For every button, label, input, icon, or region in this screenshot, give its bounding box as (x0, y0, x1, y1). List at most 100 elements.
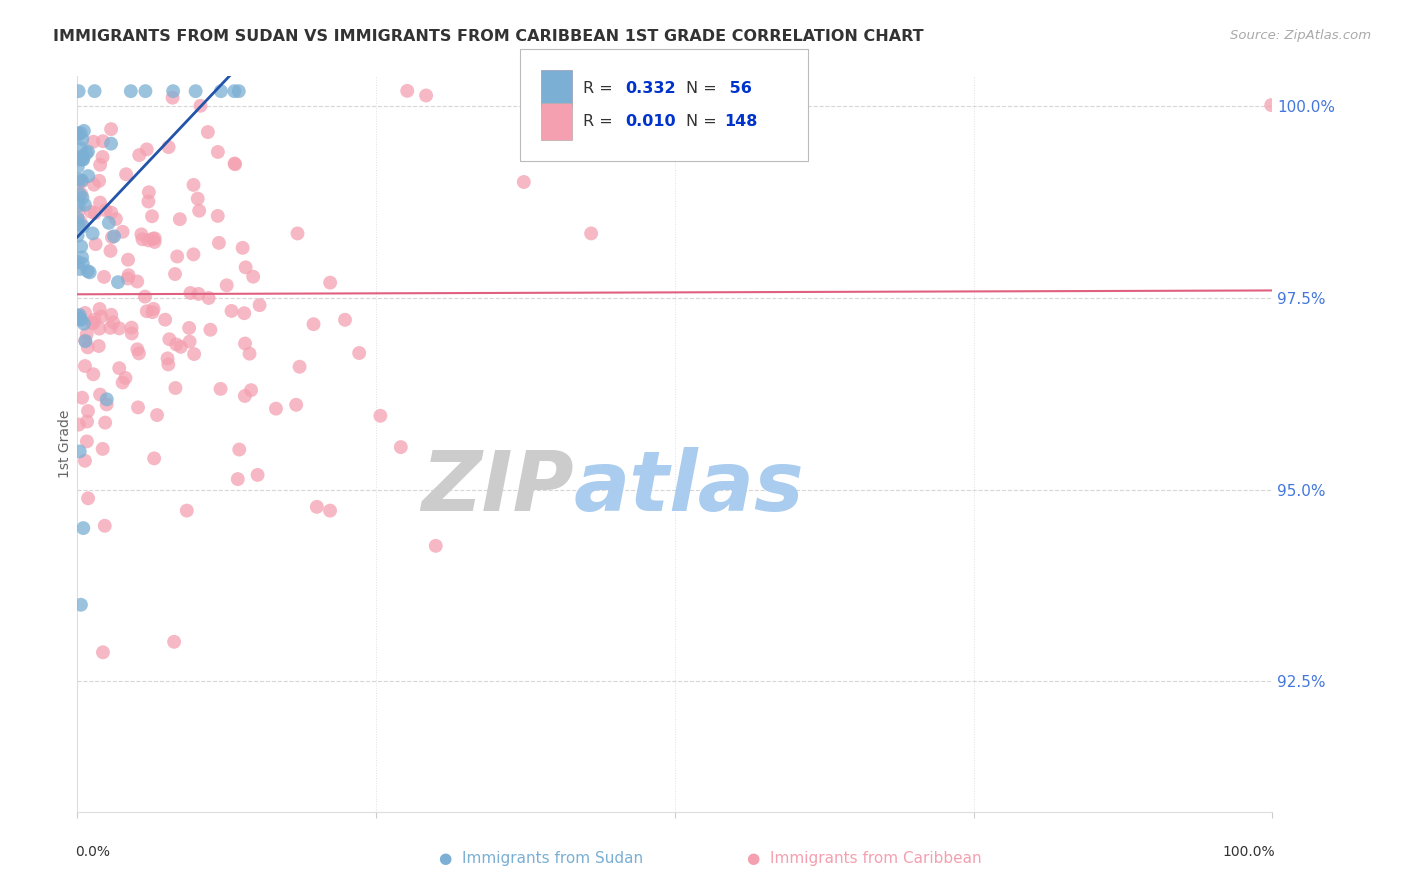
Point (143, 451, 166, 466)
Point (67, 204, 90, 219)
Point (415, 88, 437, 103)
Text: 148: 148 (724, 114, 758, 128)
Point (73, 454, 96, 468)
Point (141, 209, 163, 223)
Point (1260, 98, 1282, 112)
Point (67, 84, 90, 98)
Text: ●  Immigrants from Caribbean: ● Immigrants from Caribbean (748, 851, 981, 865)
Point (67, 417, 90, 432)
Point (66, 160, 89, 174)
Point (425, 539, 447, 553)
Point (347, 346, 370, 360)
Point (73, 317, 96, 331)
Point (80, 204, 103, 219)
Point (157, 332, 180, 346)
Text: 56: 56 (724, 81, 752, 95)
Point (302, 317, 325, 331)
Point (72, 521, 94, 535)
Point (305, 500, 328, 514)
Point (69, 214, 91, 228)
Point (75, 146, 97, 161)
Text: N =: N = (686, 81, 723, 95)
Point (156, 351, 179, 366)
Point (246, 467, 269, 482)
Point (72, 150, 94, 164)
Point (128, 148, 150, 162)
Text: ●  Immigrants from Sudan: ● Immigrants from Sudan (439, 851, 644, 865)
Point (100, 308, 122, 322)
Point (66, 211, 89, 226)
Point (233, 306, 256, 320)
Text: 100.0%: 100.0% (1222, 845, 1275, 859)
Point (233, 389, 256, 403)
Point (209, 84, 232, 98)
Point (209, 382, 232, 396)
Point (69, 262, 91, 277)
Point (117, 268, 139, 283)
Point (111, 376, 134, 390)
Point (153, 312, 176, 326)
Point (183, 347, 205, 361)
Point (131, 232, 153, 246)
Point (103, 229, 125, 244)
Point (67, 153, 90, 167)
Point (101, 230, 124, 244)
Text: atlas: atlas (574, 448, 804, 528)
Point (70, 598, 93, 612)
Point (76, 264, 98, 278)
Point (79, 265, 101, 279)
Point (157, 140, 180, 154)
Point (240, 383, 263, 397)
Point (73, 198, 96, 212)
Point (96, 397, 118, 411)
Point (117, 271, 139, 285)
Point (127, 401, 149, 415)
Point (91, 150, 114, 164)
Point (76, 415, 98, 429)
Point (157, 358, 180, 372)
Point (233, 336, 256, 351)
Point (165, 337, 187, 351)
Point (67, 172, 90, 186)
Point (135, 304, 157, 318)
Point (226, 472, 249, 486)
Point (131, 227, 153, 242)
Text: 0.010: 0.010 (626, 114, 676, 128)
Point (319, 503, 342, 517)
Point (127, 275, 149, 289)
Point (82, 227, 104, 241)
Point (138, 194, 160, 209)
Point (73, 124, 96, 138)
Point (76, 434, 98, 449)
Point (100, 244, 122, 258)
Point (183, 178, 205, 192)
Point (165, 381, 187, 395)
Point (83, 84, 105, 98)
Point (82, 135, 104, 149)
Point (187, 192, 209, 206)
Point (66, 255, 89, 269)
Point (97, 216, 120, 230)
Point (179, 321, 201, 335)
Point (187, 287, 209, 301)
Point (77, 169, 100, 183)
Point (228, 442, 250, 457)
Point (100, 205, 122, 219)
Point (94, 416, 117, 430)
Point (134, 84, 156, 98)
Point (87, 339, 110, 353)
Point (75, 334, 97, 348)
Text: R =: R = (583, 81, 619, 95)
Point (135, 142, 157, 156)
Point (89, 195, 111, 210)
Point (224, 156, 246, 170)
Point (73, 306, 96, 320)
Point (207, 145, 229, 159)
Point (96, 392, 118, 407)
Point (89, 321, 111, 335)
Point (138, 233, 160, 247)
Point (70, 187, 93, 202)
Point (179, 285, 201, 300)
Point (176, 503, 198, 517)
Point (91, 134, 114, 148)
